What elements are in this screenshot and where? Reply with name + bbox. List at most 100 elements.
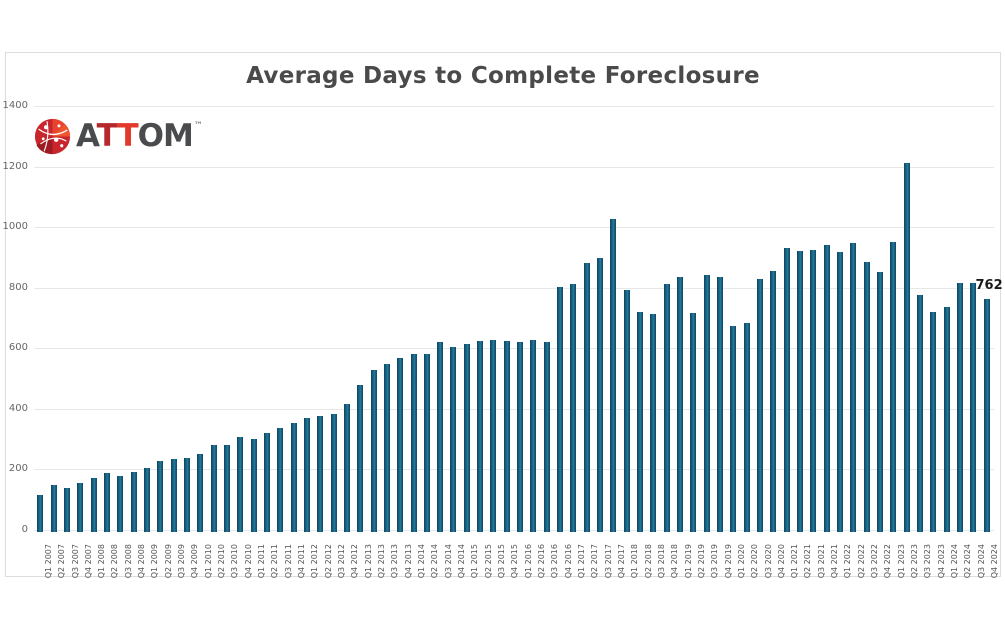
bar bbox=[903, 162, 910, 532]
bar bbox=[730, 326, 737, 532]
last-bar-value-label: 762 bbox=[975, 278, 1003, 294]
chart-panel: Average Days to Complete Foreclosure ATT… bbox=[3, 52, 1003, 578]
bar bbox=[90, 478, 97, 532]
attom-globe-network-icon bbox=[34, 118, 71, 154]
bar bbox=[783, 248, 790, 532]
logo-letter: T bbox=[117, 117, 138, 154]
y-gridline bbox=[34, 348, 994, 350]
bar bbox=[277, 428, 284, 532]
y-axis-tick-label: 200 bbox=[8, 463, 28, 475]
bar bbox=[956, 283, 963, 532]
y-axis-tick-label: 1000 bbox=[2, 221, 28, 233]
bar bbox=[677, 277, 683, 532]
logo-letter: M bbox=[162, 117, 194, 154]
bar bbox=[410, 354, 417, 532]
bar bbox=[357, 385, 364, 532]
bar bbox=[823, 245, 830, 532]
bar bbox=[570, 283, 577, 532]
bar bbox=[210, 445, 217, 532]
bar bbox=[143, 468, 150, 532]
logo-letter: A bbox=[76, 117, 98, 154]
bar bbox=[370, 370, 377, 532]
bar bbox=[463, 343, 470, 532]
bar bbox=[597, 257, 603, 532]
y-axis-tick-label: 600 bbox=[8, 342, 28, 354]
attom-logo: ATTOM™ bbox=[34, 115, 203, 157]
bar bbox=[890, 242, 897, 532]
logo-letter: O bbox=[137, 117, 164, 154]
bar bbox=[796, 250, 803, 532]
bar bbox=[423, 353, 430, 532]
y-axis-tick-label: 1200 bbox=[2, 160, 28, 172]
bar bbox=[64, 488, 70, 532]
bar bbox=[850, 242, 857, 532]
attom-logo-text: ATTOM™ bbox=[76, 117, 203, 154]
bar bbox=[930, 311, 937, 532]
bar bbox=[317, 415, 324, 532]
bar bbox=[517, 342, 524, 532]
bar bbox=[263, 433, 270, 532]
bar bbox=[717, 277, 723, 532]
bar bbox=[290, 423, 297, 532]
bar bbox=[943, 307, 950, 532]
y-gridline bbox=[34, 408, 994, 410]
bar bbox=[170, 458, 177, 532]
bar bbox=[690, 313, 697, 532]
bar bbox=[103, 472, 110, 532]
bar bbox=[37, 495, 44, 532]
bar bbox=[250, 439, 257, 532]
bar bbox=[223, 444, 230, 532]
y-axis-tick-label: 400 bbox=[8, 402, 28, 414]
bar bbox=[836, 252, 843, 532]
bar bbox=[157, 460, 164, 532]
bar bbox=[383, 363, 390, 532]
y-gridline bbox=[34, 227, 994, 229]
bar bbox=[757, 278, 763, 532]
bar bbox=[183, 457, 190, 532]
bar bbox=[77, 482, 84, 532]
bar bbox=[450, 346, 457, 532]
attom-trademark: ™ bbox=[193, 120, 203, 131]
bar bbox=[970, 283, 977, 532]
y-gridline bbox=[34, 469, 994, 471]
y-gridline bbox=[34, 530, 994, 531]
bar bbox=[437, 341, 444, 532]
bar bbox=[503, 340, 510, 532]
bar bbox=[543, 342, 550, 532]
logo-letter: T bbox=[96, 117, 119, 154]
bar bbox=[983, 299, 990, 532]
y-gridline bbox=[34, 106, 994, 107]
bar bbox=[650, 314, 657, 532]
bar bbox=[557, 286, 564, 532]
bar bbox=[916, 295, 923, 532]
y-gridline bbox=[34, 287, 994, 289]
bar bbox=[330, 414, 337, 532]
bar bbox=[237, 436, 244, 532]
plot-area: 0 200 400 600 800 1000 1200 1400 Q1 2007 Q2 2007 Q… bbox=[3, 53, 1003, 578]
y-gridline bbox=[34, 166, 994, 168]
bar bbox=[770, 270, 777, 532]
chart-title: Average Days to Complete Foreclosure bbox=[246, 63, 760, 89]
y-axis-tick-label: 1400 bbox=[2, 100, 28, 111]
bar bbox=[810, 250, 817, 532]
bar bbox=[623, 290, 630, 532]
bar bbox=[583, 262, 590, 532]
bar bbox=[197, 454, 204, 532]
bar bbox=[876, 272, 883, 532]
y-axis-tick-label: 800 bbox=[8, 281, 28, 293]
y-axis-tick-label: 0 bbox=[21, 524, 28, 535]
bar bbox=[663, 284, 670, 532]
bar bbox=[303, 418, 310, 532]
bar bbox=[397, 357, 404, 532]
bar bbox=[130, 472, 137, 532]
bar bbox=[743, 322, 750, 532]
bar bbox=[863, 262, 870, 532]
bar bbox=[343, 404, 350, 532]
bar bbox=[530, 339, 537, 532]
bar bbox=[117, 475, 124, 532]
bar bbox=[610, 219, 617, 532]
bar bbox=[50, 484, 57, 532]
bar bbox=[703, 275, 710, 532]
bar bbox=[490, 339, 497, 532]
bar bbox=[477, 340, 484, 532]
